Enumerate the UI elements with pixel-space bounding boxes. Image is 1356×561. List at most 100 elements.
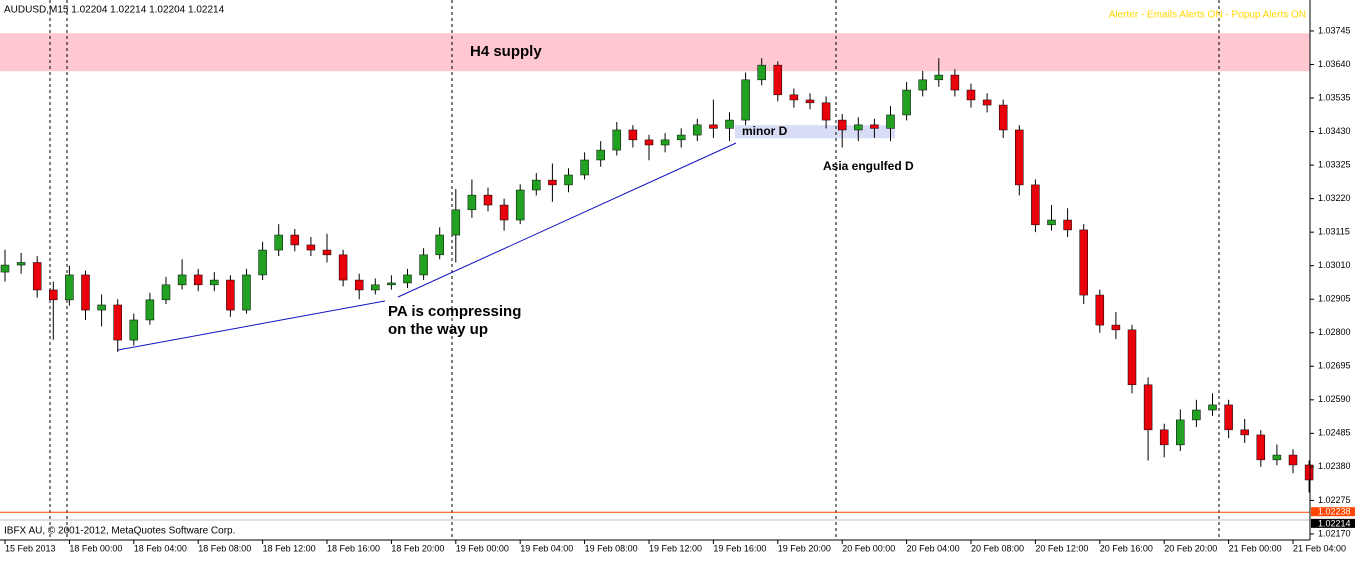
candle-body — [1111, 324, 1121, 331]
copyright: IBFX AU, © 2001-2012, MetaQuotes Softwar… — [4, 526, 235, 537]
y-tick-label: 1.02590 — [1318, 394, 1351, 404]
x-tick-label: 20 Feb 08:00 — [971, 543, 1024, 553]
candle-body — [886, 114, 895, 129]
candle-body — [789, 94, 799, 101]
y-tick-label: 1.02380 — [1318, 461, 1351, 471]
candle-body — [902, 89, 911, 116]
candle-body — [1208, 404, 1217, 411]
candle-body — [1256, 434, 1266, 461]
candle-body — [371, 284, 380, 291]
candle-body — [387, 282, 396, 286]
candle-body — [1159, 429, 1169, 446]
zone-label: minor D — [742, 124, 788, 138]
candle-body — [113, 304, 122, 341]
y-tick-label: 1.03745 — [1318, 25, 1351, 35]
x-tick-label: 21 Feb 04:00 — [1293, 543, 1346, 553]
x-tick-label: 19 Feb 20:00 — [778, 543, 831, 553]
candle-body — [1079, 229, 1088, 296]
candle-body — [982, 99, 992, 106]
candles — [0, 58, 1314, 493]
candle-body — [242, 274, 251, 311]
candle-body — [1288, 454, 1298, 466]
candle-body — [1304, 464, 1314, 481]
x-tick-label: 19 Feb 00:00 — [456, 543, 509, 553]
x-tick-label: 18 Feb 12:00 — [263, 543, 316, 553]
x-tick-label: 20 Feb 04:00 — [907, 543, 960, 553]
candle-body — [16, 262, 26, 266]
candle-body — [1143, 384, 1153, 431]
candle-body — [1031, 184, 1040, 226]
candle-body — [532, 179, 541, 191]
y-tick-label: 1.02695 — [1318, 361, 1351, 371]
trend-line — [397, 142, 737, 298]
x-tick-label: 19 Feb 08:00 — [585, 543, 638, 553]
annotation: on the way up — [388, 321, 488, 338]
annotation: Asia engulfed D — [823, 159, 914, 173]
y-tick-label: 1.03535 — [1318, 92, 1351, 102]
candle-body — [0, 264, 10, 273]
candle-body — [773, 64, 783, 96]
candle-body — [210, 279, 219, 286]
x-tick-label: 18 Feb 16:00 — [327, 543, 380, 553]
candle-body — [580, 159, 589, 176]
candle-body — [1015, 129, 1024, 186]
candle-body — [419, 254, 428, 276]
candle-body — [306, 244, 316, 251]
candle-body — [998, 104, 1008, 131]
price-label: 1.02214 — [1318, 518, 1351, 528]
candle-body — [1272, 454, 1282, 461]
candle-body — [1192, 409, 1201, 421]
candle-body — [451, 209, 461, 236]
x-tick-label: 15 Feb 2013 — [5, 543, 56, 553]
candle-body — [1224, 404, 1233, 431]
candle-body — [258, 249, 267, 276]
candle-body — [725, 119, 734, 129]
candle-body — [290, 234, 300, 246]
alert-status: Alerter - Emails Alerts ON - Popup Alert… — [1109, 10, 1306, 21]
candle-body — [837, 119, 847, 131]
candle-body — [676, 134, 686, 141]
candle-body — [934, 74, 944, 81]
x-tick-label: 18 Feb 00:00 — [69, 543, 122, 553]
candle-body — [49, 289, 58, 301]
candle-body — [145, 299, 155, 321]
candle-body — [950, 74, 960, 91]
candle-body — [870, 124, 879, 129]
y-tick-label: 1.03010 — [1318, 260, 1351, 270]
candle-body — [354, 279, 364, 291]
candle-body — [757, 64, 766, 81]
candle-body — [966, 89, 976, 101]
candle-body — [596, 149, 605, 161]
candle-body — [435, 234, 444, 256]
candle-body — [1095, 294, 1105, 326]
zone — [0, 33, 1310, 72]
y-tick-label: 1.02275 — [1318, 495, 1351, 505]
period-separators — [49, 0, 1220, 540]
price-box — [1311, 507, 1355, 517]
candle-body — [32, 262, 42, 291]
x-tick-label: 19 Feb 16:00 — [713, 543, 766, 553]
candle-body — [322, 249, 332, 256]
axes: 1.03745 1.03640 1.03535 1.03430 1.03325 1.032… — [0, 25, 1355, 553]
candle-body — [612, 129, 622, 151]
candle-body — [499, 204, 509, 221]
chart-title: AUDUSD,M15 1.02204 1.02214 1.02204 1.022… — [4, 5, 225, 16]
zone-label: H4 supply — [470, 43, 542, 60]
y-tick-label: 1.03325 — [1318, 159, 1351, 169]
candle-body — [1047, 219, 1056, 226]
candle-body — [918, 79, 927, 91]
candle-body — [403, 274, 412, 284]
candle-body — [483, 194, 493, 206]
y-tick-label: 1.03640 — [1318, 59, 1351, 69]
x-tick-label: 19 Feb 04:00 — [520, 543, 573, 553]
x-tick-label: 18 Feb 08:00 — [198, 543, 251, 553]
x-tick-label: 21 Feb 00:00 — [1229, 543, 1282, 553]
x-tick-label: 20 Feb 00:00 — [842, 543, 895, 553]
candle-body — [467, 194, 477, 211]
candle-body — [1240, 429, 1249, 436]
candle-body — [628, 129, 638, 141]
x-tick-label: 18 Feb 20:00 — [391, 543, 444, 553]
candle-body — [805, 99, 815, 104]
candle-body — [193, 274, 203, 286]
